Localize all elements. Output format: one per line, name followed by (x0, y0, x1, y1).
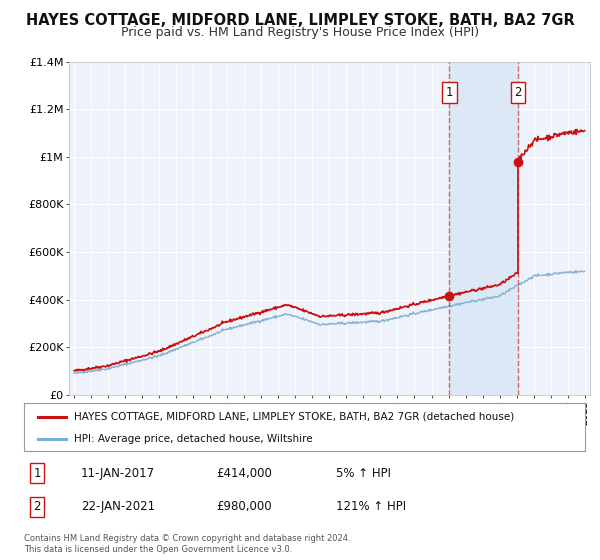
Text: 1: 1 (445, 86, 453, 99)
Text: 2: 2 (514, 86, 521, 99)
Text: £414,000: £414,000 (216, 466, 272, 480)
Text: £980,000: £980,000 (216, 500, 272, 514)
Text: 11-JAN-2017: 11-JAN-2017 (81, 466, 155, 480)
Text: Contains HM Land Registry data © Crown copyright and database right 2024.: Contains HM Land Registry data © Crown c… (24, 534, 350, 543)
Text: HAYES COTTAGE, MIDFORD LANE, LIMPLEY STOKE, BATH, BA2 7GR (detached house): HAYES COTTAGE, MIDFORD LANE, LIMPLEY STO… (74, 412, 515, 422)
Text: Price paid vs. HM Land Registry's House Price Index (HPI): Price paid vs. HM Land Registry's House … (121, 26, 479, 39)
Text: 2: 2 (34, 500, 41, 514)
Text: HPI: Average price, detached house, Wiltshire: HPI: Average price, detached house, Wilt… (74, 434, 313, 444)
Text: 5% ↑ HPI: 5% ↑ HPI (336, 466, 391, 480)
Text: 22-JAN-2021: 22-JAN-2021 (81, 500, 155, 514)
Bar (449, 62, 518, 395)
Text: 121% ↑ HPI: 121% ↑ HPI (336, 500, 406, 514)
Text: HAYES COTTAGE, MIDFORD LANE, LIMPLEY STOKE, BATH, BA2 7GR: HAYES COTTAGE, MIDFORD LANE, LIMPLEY STO… (26, 13, 574, 28)
Text: This data is licensed under the Open Government Licence v3.0.: This data is licensed under the Open Gov… (24, 545, 292, 554)
Text: 1: 1 (34, 466, 41, 480)
